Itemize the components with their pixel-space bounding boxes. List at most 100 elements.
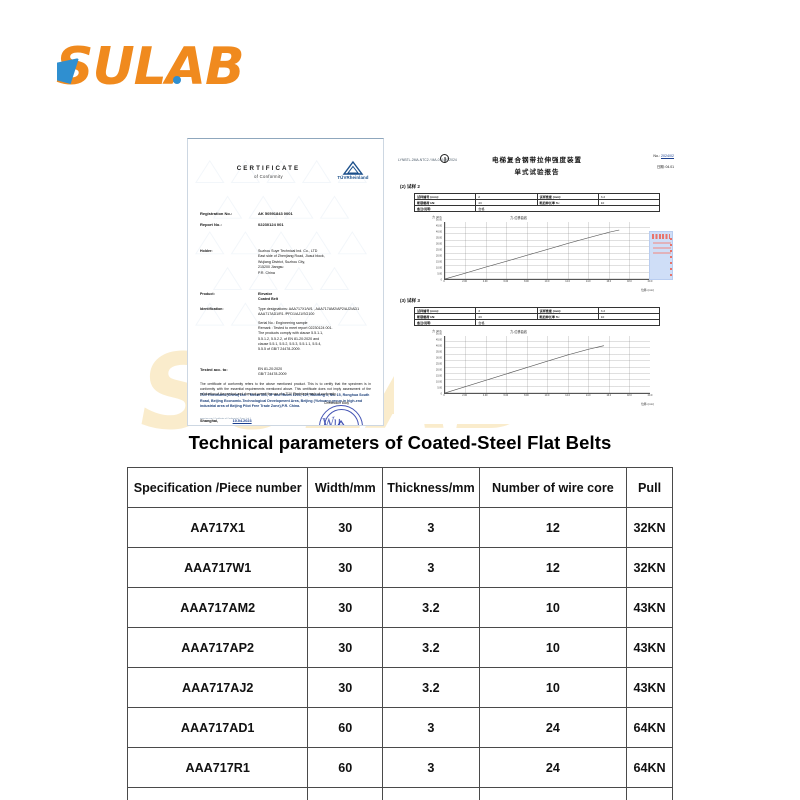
chart-y-tick-label: 5.00 xyxy=(437,272,442,276)
logo-dot-icon xyxy=(173,76,181,84)
cell: 备注/说明: xyxy=(413,205,477,212)
table-cell: 60 xyxy=(307,707,384,748)
certificate-city: Shanghai, xyxy=(200,418,219,423)
table-cell: 10 xyxy=(478,667,628,708)
report-date-label: 日期: xyxy=(656,165,665,169)
column-header-thickness: Thickness/mm xyxy=(382,467,480,508)
table-cell: 64KN xyxy=(626,707,673,748)
table-cell: AAA717AP2 xyxy=(126,627,309,668)
chart-x-tick-label: 20.0 xyxy=(647,280,653,283)
chart-x-tick-label: 16.0 xyxy=(606,394,612,397)
tuv-triangle-icon xyxy=(342,161,364,175)
table-cell: 30 xyxy=(307,587,384,628)
report-number-label: No.: xyxy=(653,154,660,158)
chart-title: 力-位移曲线 xyxy=(510,330,527,334)
table-cell: 3 xyxy=(382,707,480,748)
chart-y-axis-label: 力 (kN) xyxy=(432,329,442,333)
chart-x-tick-label: 6.00 xyxy=(503,280,509,283)
holder-value: Suzhou Suye Technical Ind. Co., LTD East… xyxy=(258,249,325,275)
table-cell: 3.2 xyxy=(382,587,480,628)
report-section-table: 试样编号 (mm): 2 试样宽度 (mm): 3.2 断裂载荷 kN: 43 … xyxy=(413,193,661,212)
chart-x-tick-label: 8.00 xyxy=(524,394,529,397)
report-header: 电梯复合钢带拉伸强度装置 单式试验报告 No.: 2024/02 日期: 04.… xyxy=(394,154,680,176)
table-cell: AAA717R1 xyxy=(126,747,309,788)
chart-y-tick-label: 5.00 xyxy=(437,386,442,390)
chart-y-tick-label: 20.00 xyxy=(436,368,442,372)
table-row: AAA717AJ2 30 3.2 10 43KN xyxy=(126,667,673,708)
certificate-header: CERTIFICATE of Conformity TÜVRheinland xyxy=(200,161,371,195)
chart-y-tick-label: 0 xyxy=(440,278,442,282)
chart-y-tick-label: 10.00 xyxy=(436,266,442,270)
report-number-row: Report No.: 02230124 001 xyxy=(200,222,371,227)
table-row: 备注/说明: 合格 xyxy=(413,319,660,326)
table-cell: 43KN xyxy=(626,627,673,668)
report-section-label: (3) 试样 3 xyxy=(400,298,420,303)
chart-plot-area xyxy=(444,336,650,394)
chart-y-tick-label: 15.00 xyxy=(436,260,442,264)
table-cell: 43KN xyxy=(626,587,673,628)
chart-x-tick-label: 4.00 xyxy=(482,394,488,397)
chart-x-tick-label: 10.0 xyxy=(544,394,550,397)
tested-value: EN 81-20:2020 GB/T 24478-2009 xyxy=(258,366,287,377)
certificate-bottom-line: www.tuv.com | Certificate of Conformity … xyxy=(200,418,251,420)
table-cell: 30 xyxy=(307,627,384,668)
chart-plot-area xyxy=(444,222,650,280)
chart-title: 力-位移曲线 xyxy=(510,216,527,220)
table-cell: 3.2 xyxy=(382,667,480,708)
chart-x-tick-label: 18.0 xyxy=(627,394,632,397)
report-section-label: (2) 试样 2 xyxy=(400,184,420,189)
table-row: AAA717R1 60 3 24 64KN xyxy=(126,747,673,788)
table-cell: 24 xyxy=(478,747,628,788)
table-cell: 24 xyxy=(478,707,628,748)
table-header-row: Specification /Piece number Width/mm Thi… xyxy=(126,467,673,508)
chart-x-tick-label: 12.0 xyxy=(565,394,570,397)
table-cell: AAA717AJ2 xyxy=(126,667,309,708)
chart-y-tick-label: 35.00 xyxy=(436,350,442,354)
chart-y-tick-label: 40.00 xyxy=(436,344,442,348)
tuv-logo-text: TÜVRheinland xyxy=(337,175,369,180)
report-section: (3) 试样 3 试样编号 (mm): 3 试样宽度 (mm): 3.2 断裂载… xyxy=(394,298,680,406)
report-section: (2) 试样 2 试样编号 (mm): 2 试样宽度 (mm): 3.2 断裂载… xyxy=(394,184,680,292)
certificate-holder-block: Holder: Suzhou Suye Technical Ind. Co., … xyxy=(200,249,371,276)
table-row: AAA717AD1 60 3 24 64KN xyxy=(126,707,673,748)
table-cell: 3 xyxy=(382,507,480,548)
registration-number-row: Registration No.: AK 50591843 0001 xyxy=(200,211,371,216)
chart-x-ticks: 0 2.00 4.00 6.00 8.00 10.0 12.0 14.0 16.0 18.0 20.… xyxy=(443,280,653,288)
table-cell: AA717X1 xyxy=(126,507,309,548)
certificate-product-block: Product: Elevator Coated Belt xyxy=(200,292,371,303)
tuv-rheinland-logo: TÜVRheinland xyxy=(335,161,371,180)
table-cell: 12 xyxy=(478,547,628,588)
report-seal-icon xyxy=(440,154,449,163)
chart-y-tick-label: 25.00 xyxy=(436,362,442,366)
chart-line-series xyxy=(445,345,605,393)
note-line xyxy=(653,242,671,244)
logo-text: SULAB xyxy=(56,37,245,97)
certificate-subtitle: of Conformity xyxy=(254,174,283,179)
chart-line-series xyxy=(445,229,620,279)
certificate-signature-row: Shanghai, 10.04.2023 Certification Body … xyxy=(200,401,371,425)
chart-x-tick-label: 2.00 xyxy=(462,394,467,397)
chart-x-tick-label: 14.0 xyxy=(585,394,591,397)
table-cell: 10 xyxy=(478,587,628,628)
table-cell: 30 xyxy=(307,507,384,548)
identification-detail-spacer xyxy=(200,321,258,353)
chart-x-axis-label: 位移 (mm) xyxy=(641,402,654,406)
report-label: Report No.: xyxy=(200,222,222,227)
chart-x-axis-label: 位移 (mm) xyxy=(641,288,654,292)
certificate-identification-block: Identification: Type designations: AAA71… xyxy=(200,307,371,318)
specifications-table: Specification /Piece number Width/mm Thi… xyxy=(126,467,673,800)
registration-value: AK 50591843 0001 xyxy=(258,211,293,216)
chart-x-tick-label: 2.00 xyxy=(462,280,467,283)
identification-label: Identification: xyxy=(200,306,224,311)
table-cell: 12 xyxy=(478,507,628,548)
certificate-date: 10.04.2023 xyxy=(232,418,252,423)
identification-detail-value: Serial No.: Engineering sample Remark : … xyxy=(258,320,333,352)
table-cell: AAA717AJ1 xyxy=(126,787,309,800)
note-line xyxy=(653,252,671,254)
chart-x-tick-label: 8.00 xyxy=(524,280,529,283)
tensile-test-report-document: LYNBTL-2MA-NTC2 / MA-019-20/2024 电梯复合钢带拉… xyxy=(394,130,680,424)
table-cell: AAA717AM2 xyxy=(126,587,309,628)
brand-logo: SULAB xyxy=(56,36,296,98)
table-row: AA717X1 30 3 12 32KN xyxy=(126,507,673,548)
